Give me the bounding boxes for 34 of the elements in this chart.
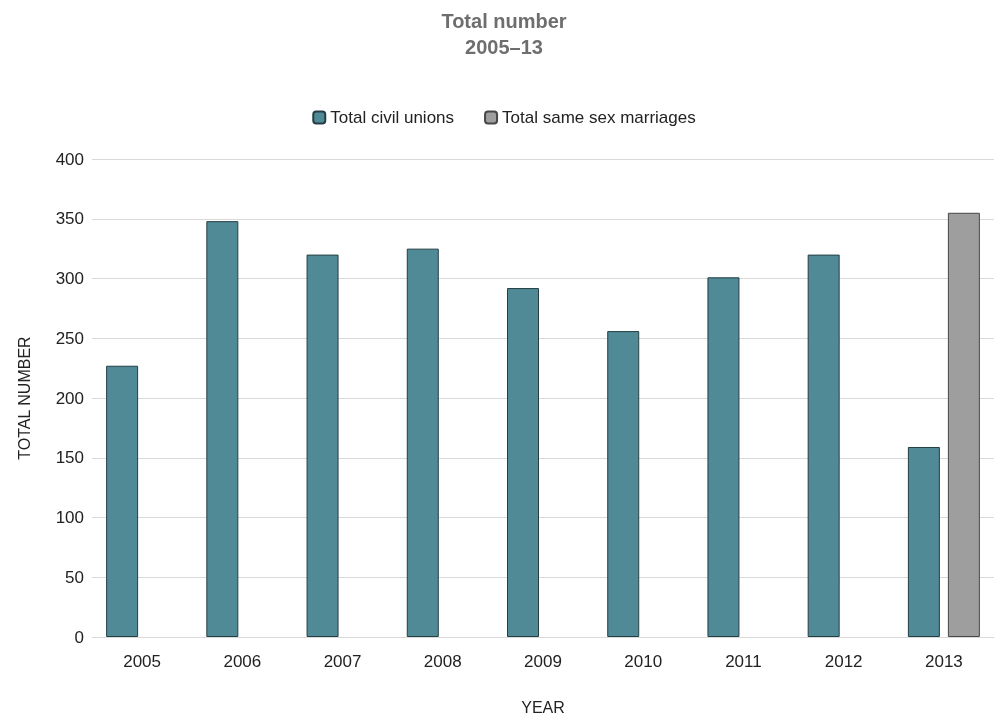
x-tick-label: 2008 <box>423 652 462 671</box>
bar <box>206 221 239 637</box>
x-tick-label: 2011 <box>725 652 762 671</box>
y-tick-label: 200 <box>55 388 84 408</box>
y-tick-label: 350 <box>55 209 84 229</box>
x-tick-label: 2010 <box>624 652 663 671</box>
x-tick-label: 2005 <box>123 652 162 671</box>
bar <box>306 254 339 637</box>
x-tick-label: 2006 <box>223 652 262 671</box>
x-tick-label: 2012 <box>824 652 863 671</box>
x-tick-label: 2009 <box>524 652 562 671</box>
bar <box>507 288 539 637</box>
chart-title: Total number <box>441 10 567 32</box>
y-tick-label: 300 <box>55 269 84 288</box>
y-tick-label: 50 <box>65 567 84 587</box>
bar <box>907 447 940 637</box>
bar <box>607 331 640 637</box>
legend-label: Total civil unions <box>330 108 455 127</box>
y-tick-label: 400 <box>55 149 84 169</box>
y-tick-label: 100 <box>55 508 84 527</box>
chart-subtitle: 2005–13 <box>465 36 543 58</box>
x-axis-title: YEAR <box>521 698 565 716</box>
x-tick-label: 2007 <box>323 652 362 671</box>
y-tick-label: 0 <box>74 627 84 647</box>
x-tick-label: 2013 <box>924 652 963 671</box>
bar <box>106 365 139 637</box>
y-axis-title: TOTAL NUMBER <box>15 336 33 460</box>
y-tick-label: 150 <box>55 448 84 468</box>
bar <box>807 254 840 637</box>
legend-label: Total same sex marriages <box>502 108 696 127</box>
bar <box>947 212 980 637</box>
bar <box>406 248 439 637</box>
y-tick-label: 250 <box>55 328 84 348</box>
bar <box>707 277 740 637</box>
